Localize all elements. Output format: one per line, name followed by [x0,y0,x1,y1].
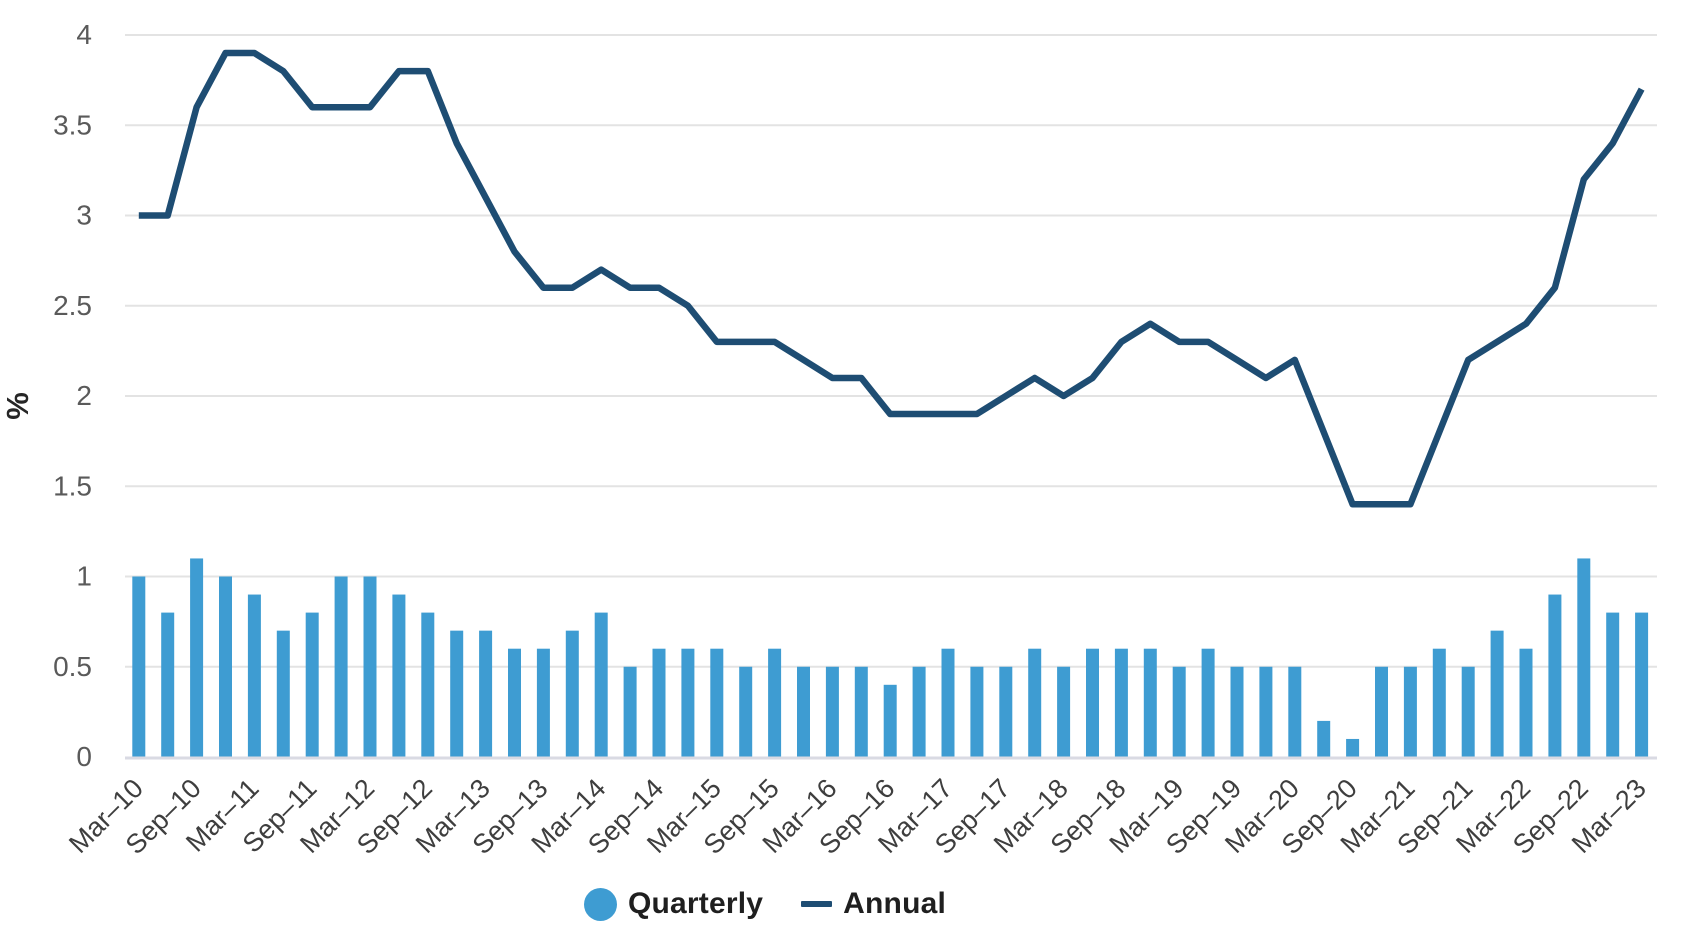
quarterly-bar [161,612,175,757]
quarterly-bar [1577,558,1591,757]
quarterly-bar [594,612,608,757]
y-axis-tick-label: 2 [76,380,92,411]
y-axis-tick-label: 3.5 [53,109,92,140]
quarterly-bar [681,648,695,757]
annual-series-marker-icon [801,901,833,907]
quarterly-bar [623,666,637,757]
y-axis-tick-label: 1.5 [53,470,92,501]
quarterly-bar [1259,666,1273,757]
quarterly-bar [392,594,406,757]
legend-item-quarterly: Quarterly [583,887,764,921]
quarterly-bar [1490,630,1504,757]
y-axis-tick-label: 4 [76,19,92,50]
quarterly-bar [1375,666,1388,757]
quarterly-bar [797,666,810,757]
y-axis-tick-label: 1 [76,561,92,592]
quarterly-bar [825,666,839,757]
quarterly-bar [739,666,753,757]
quarterly-bar [883,684,897,757]
quarterly-bar [479,630,493,757]
quarterly-bar [710,648,724,757]
quarterly-bar [1461,666,1475,757]
quarterly-bar [1432,648,1446,757]
quarterly-bar [1403,666,1417,757]
quarterly-bar [1028,648,1042,757]
quarterly-bar [1288,666,1302,757]
annual-line [138,49,1645,508]
quarterly-bar [421,612,435,757]
quarterly-bar [190,558,204,757]
quarterly-bar [450,630,464,757]
y-axis-tick-label: 3 [76,200,92,231]
quarterly-bar [363,576,377,757]
quarterly-bar [1317,720,1331,757]
quarterly-bar [508,648,521,757]
quarterly-bar [1057,666,1071,757]
quarterly-bar [565,630,579,757]
quarterly-bar [999,666,1013,757]
legend-item-annual: Annual [801,887,946,921]
quarterly-bar [1086,648,1099,757]
quarterly-bar [1635,612,1649,757]
quarterly-bar [305,612,319,757]
quarterly-bar [1143,648,1157,757]
quarterly-series-marker-icon [583,887,617,921]
quarterly-bar [1114,648,1128,757]
quarterly-bar [1606,612,1620,757]
quarterly-bar [334,576,348,757]
legend-label-annual: Annual [843,887,947,920]
quarterly-bar [768,648,782,757]
quarterly-bar [1230,666,1244,757]
y-axis-title: % [0,392,35,420]
y-axis-tick-label: 2.5 [53,290,92,321]
legend-label-quarterly: Quarterly [627,887,764,920]
y-axis-tick-label: 0 [76,741,92,772]
chart-canvas: 00.511.522.533.54%Mar–10Sep–10Mar–11Sep–… [0,19,1657,858]
quarterly-bar [1519,648,1533,757]
quarterly-bar [1548,594,1562,757]
quarterly-bar [219,576,232,757]
quarterly-bar [1346,738,1360,757]
quarterly-bar [854,666,868,757]
quarterly-bar [536,648,550,757]
quarterly-bar [1201,648,1215,757]
quarterly-bar [1172,666,1186,757]
quarterly-bar [652,648,666,757]
chart-legend: Quarterly Annual [0,858,1610,950]
quarterly-bar [912,666,926,757]
quarterly-bar [970,666,984,757]
quarterly-bar [132,576,146,757]
quarterly-bar [941,648,955,757]
quarterly-bar [247,594,261,757]
quarterly-bar [276,630,290,757]
y-axis-tick-label: 0.5 [53,651,92,682]
